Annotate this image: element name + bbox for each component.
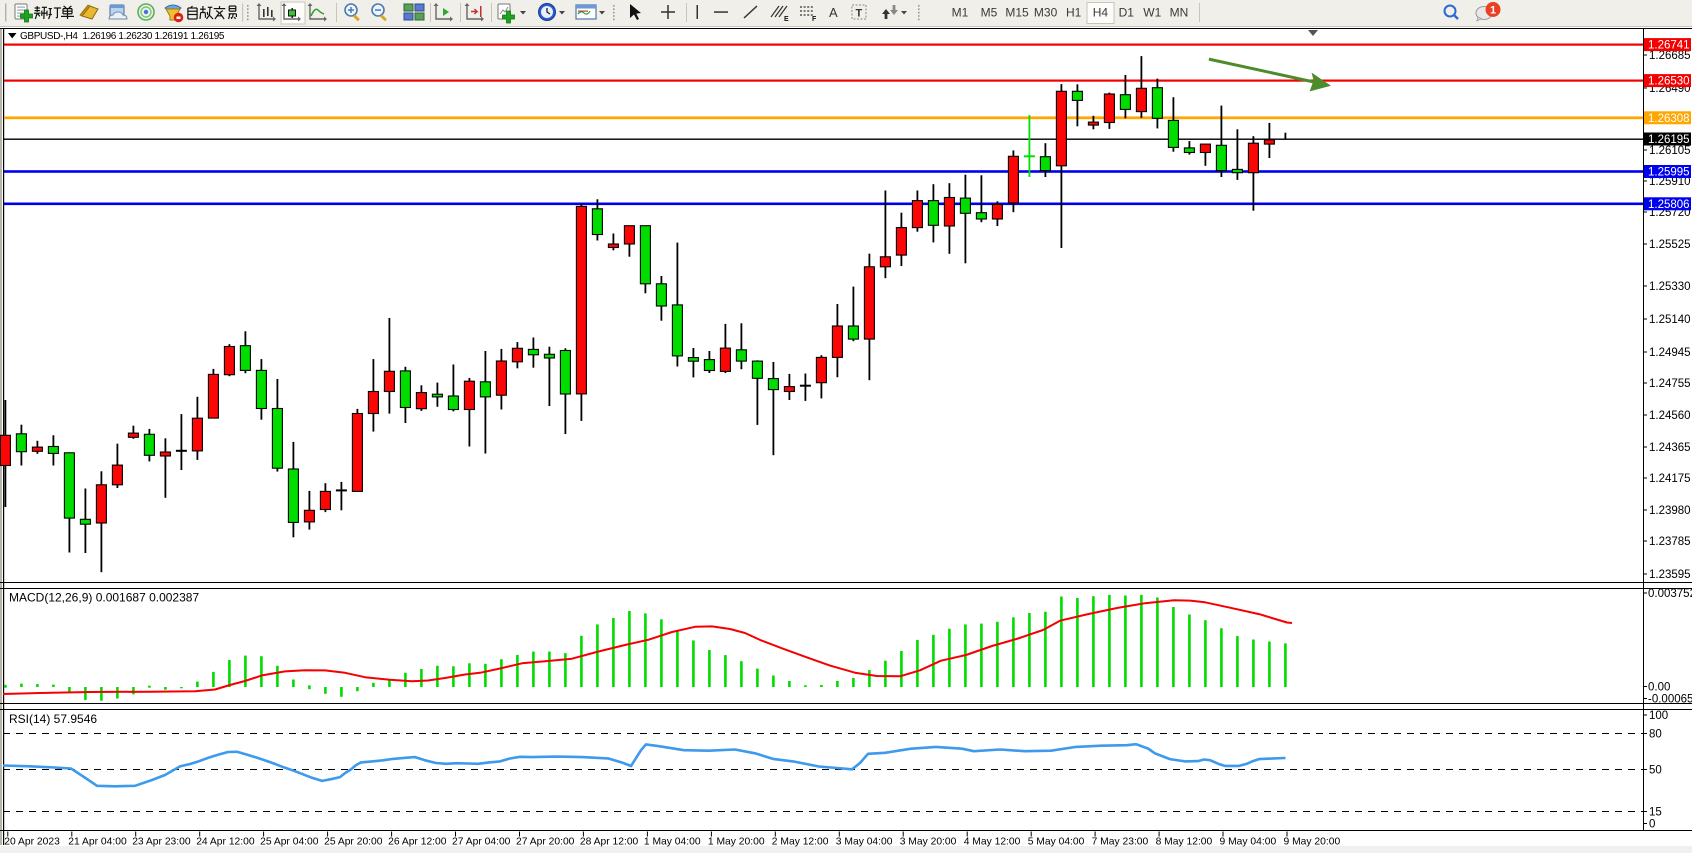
svg-text:1: 1 bbox=[1490, 5, 1496, 17]
svg-text:1 May 20:00: 1 May 20:00 bbox=[708, 837, 765, 848]
svg-text:F: F bbox=[812, 16, 817, 23]
svg-text:0: 0 bbox=[1649, 819, 1655, 831]
svg-text:1.23595: 1.23595 bbox=[1649, 569, 1691, 581]
svg-text:24 Apr 12:00: 24 Apr 12:00 bbox=[196, 837, 255, 848]
svg-text:H1: H1 bbox=[1066, 6, 1082, 20]
svg-text:2 May 12:00: 2 May 12:00 bbox=[772, 837, 829, 848]
svg-text:21 Apr 04:00: 21 Apr 04:00 bbox=[68, 837, 127, 848]
svg-text:MACD(12,26,9) 0.001687 0.00238: MACD(12,26,9) 0.001687 0.002387 bbox=[9, 591, 199, 605]
svg-text:25 Apr 20:00: 25 Apr 20:00 bbox=[324, 837, 383, 848]
svg-text:0.003752: 0.003752 bbox=[1648, 588, 1692, 600]
svg-text:26 Apr 12:00: 26 Apr 12:00 bbox=[388, 837, 447, 848]
svg-text:1.25140: 1.25140 bbox=[1649, 314, 1691, 326]
svg-text:0.00: 0.00 bbox=[1648, 682, 1670, 694]
svg-text:D1: D1 bbox=[1119, 6, 1135, 20]
svg-text:1.24365: 1.24365 bbox=[1649, 442, 1691, 454]
svg-text:H4: H4 bbox=[1093, 6, 1109, 20]
svg-text:1.24945: 1.24945 bbox=[1649, 347, 1691, 359]
svg-text:1.24175: 1.24175 bbox=[1649, 473, 1691, 485]
svg-text:15: 15 bbox=[1649, 807, 1662, 819]
svg-text:27 Apr 20:00: 27 Apr 20:00 bbox=[516, 837, 575, 848]
svg-text:1.23785: 1.23785 bbox=[1649, 536, 1691, 548]
svg-text:GBPUSD-,H4 1.26196 1.26230 1.: GBPUSD-,H4 1.26196 1.26230 1.26191 1.261… bbox=[20, 31, 225, 42]
svg-text:1 May 04:00: 1 May 04:00 bbox=[644, 837, 701, 848]
svg-text:M5: M5 bbox=[981, 6, 998, 20]
svg-text:1.25525: 1.25525 bbox=[1649, 239, 1691, 251]
svg-text:1.26685: 1.26685 bbox=[1649, 50, 1691, 62]
svg-text:A: A bbox=[829, 5, 838, 20]
svg-text:20 Apr 2023: 20 Apr 2023 bbox=[4, 837, 60, 848]
svg-text:27 Apr 04:00: 27 Apr 04:00 bbox=[452, 837, 511, 848]
svg-text:7 May 23:00: 7 May 23:00 bbox=[1092, 837, 1149, 848]
svg-text:1.24755: 1.24755 bbox=[1649, 378, 1691, 390]
svg-text:MN: MN bbox=[1170, 6, 1189, 20]
svg-text:1.26308: 1.26308 bbox=[1648, 113, 1690, 125]
svg-text:T: T bbox=[856, 8, 863, 20]
svg-text:1.25330: 1.25330 bbox=[1649, 281, 1691, 293]
svg-text:M15: M15 bbox=[1005, 6, 1029, 20]
svg-text:1.25995: 1.25995 bbox=[1648, 167, 1690, 179]
svg-text:1.26105: 1.26105 bbox=[1649, 145, 1691, 157]
svg-text:1.24560: 1.24560 bbox=[1649, 410, 1691, 422]
svg-text:9 May 20:00: 9 May 20:00 bbox=[1284, 837, 1341, 848]
svg-text:-0.000656: -0.000656 bbox=[1648, 694, 1692, 706]
svg-text:5 May 04:00: 5 May 04:00 bbox=[1028, 837, 1085, 848]
svg-text:80: 80 bbox=[1649, 729, 1662, 741]
svg-text:25 Apr 04:00: 25 Apr 04:00 bbox=[260, 837, 319, 848]
svg-text:3 May 04:00: 3 May 04:00 bbox=[836, 837, 893, 848]
svg-text:M1: M1 bbox=[952, 6, 969, 20]
svg-text:4 May 12:00: 4 May 12:00 bbox=[964, 837, 1021, 848]
svg-text:1.26741: 1.26741 bbox=[1648, 40, 1690, 52]
svg-text:M30: M30 bbox=[1034, 6, 1058, 20]
svg-text:50: 50 bbox=[1649, 765, 1662, 777]
svg-text:RSI(14) 57.9546: RSI(14) 57.9546 bbox=[9, 712, 97, 726]
svg-text:9 May 04:00: 9 May 04:00 bbox=[1220, 837, 1277, 848]
svg-text:28 Apr 12:00: 28 Apr 12:00 bbox=[580, 837, 639, 848]
svg-text:100: 100 bbox=[1649, 710, 1668, 722]
svg-text:1.26530: 1.26530 bbox=[1648, 76, 1690, 88]
svg-text:E: E bbox=[784, 16, 789, 23]
svg-text:3 May 20:00: 3 May 20:00 bbox=[900, 837, 957, 848]
svg-text:1.26195: 1.26195 bbox=[1648, 134, 1690, 146]
svg-text:W1: W1 bbox=[1143, 6, 1161, 20]
svg-text:23 Apr 23:00: 23 Apr 23:00 bbox=[132, 837, 191, 848]
svg-text:8 May 12:00: 8 May 12:00 bbox=[1156, 837, 1213, 848]
svg-text:1.25806: 1.25806 bbox=[1648, 199, 1690, 211]
svg-text:1.23980: 1.23980 bbox=[1649, 505, 1691, 517]
